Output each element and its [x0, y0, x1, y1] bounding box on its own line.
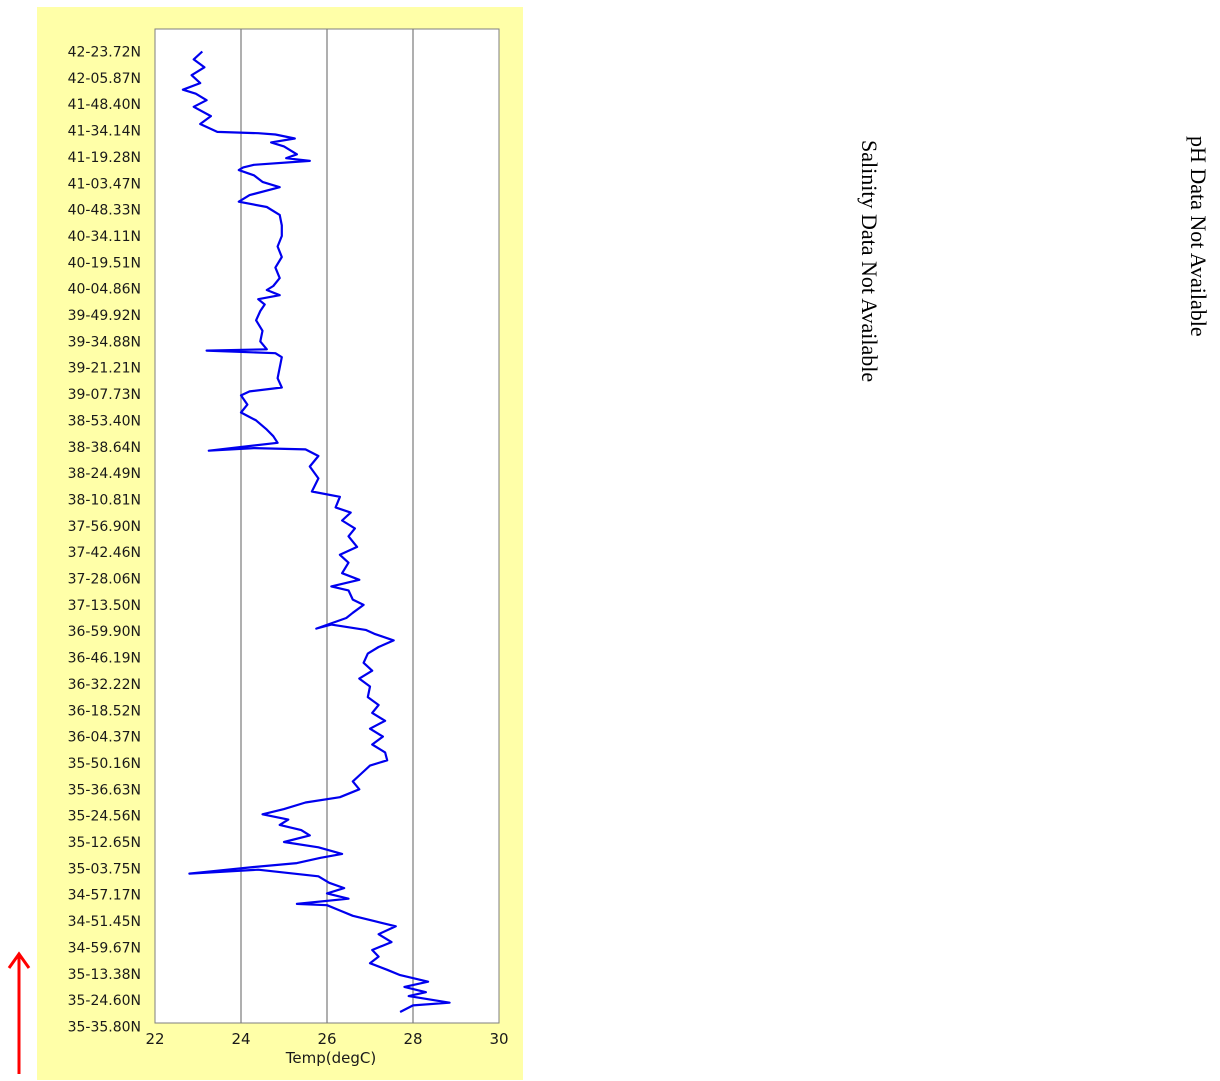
- y-tick-label: 35-36.63N: [68, 782, 141, 798]
- y-tick-label: 35-35.80N: [68, 1019, 141, 1035]
- y-tick-label: 42-23.72N: [68, 45, 141, 61]
- salinity-unavailable-note: Salinity Data Not Available: [857, 140, 882, 383]
- y-tick-label: 40-34.11N: [68, 229, 141, 245]
- y-tick-label: 37-28.06N: [68, 572, 141, 588]
- y-tick-label: 35-13.38N: [68, 967, 141, 983]
- y-tick-label: 37-13.50N: [68, 598, 141, 614]
- y-tick-label: 38-53.40N: [68, 413, 141, 429]
- x-tick-label: 26: [317, 1030, 336, 1048]
- up-arrow-icon: [7, 951, 31, 1074]
- temperature-chart-panel: 42-23.72N 42-05.87N 41-48.40N 41-34.14N 41-1…: [37, 7, 523, 1080]
- y-tick-label: 41-03.47N: [68, 176, 141, 192]
- y-tick-label: 36-59.90N: [68, 624, 141, 640]
- x-tick-label: 30: [489, 1030, 508, 1048]
- y-tick-label: 35-12.65N: [68, 835, 141, 851]
- y-tick-label: 35-03.75N: [68, 861, 141, 877]
- y-tick-label: 34-57.17N: [68, 888, 141, 904]
- x-tick-label: 22: [145, 1030, 164, 1048]
- ph-unavailable-note: pH Data Not Available: [1186, 136, 1211, 337]
- x-tick-label: 28: [403, 1030, 422, 1048]
- y-tick-label: 38-38.64N: [68, 440, 141, 456]
- y-tick-label: 34-51.45N: [68, 914, 141, 930]
- temperature-chart: 42-23.72N 42-05.87N 41-48.40N 41-34.14N 41-1…: [68, 28, 509, 1067]
- y-tick-label: 36-32.22N: [68, 677, 141, 693]
- y-tick-label: 39-21.21N: [68, 361, 141, 377]
- x-tick-label: 24: [231, 1030, 250, 1048]
- y-tick-label: 35-24.56N: [68, 809, 141, 825]
- y-tick-label: 38-24.49N: [68, 466, 141, 482]
- y-tick-label: 37-42.46N: [68, 545, 141, 561]
- y-tick-label: 42-05.87N: [68, 71, 141, 87]
- y-tick-label: 39-07.73N: [68, 387, 141, 403]
- y-tick-label: 34-59.67N: [68, 940, 141, 956]
- latitude-tick-labels: 42-23.72N 42-05.87N 41-48.40N 41-34.14N 41-1…: [68, 45, 141, 1036]
- y-tick-label: 36-46.19N: [68, 651, 141, 667]
- temperature-tick-labels: 22 24 26 28 30: [145, 1030, 508, 1048]
- y-tick-label: 40-04.86N: [68, 282, 141, 298]
- y-tick-label: 35-50.16N: [68, 756, 141, 772]
- y-tick-label: 39-34.88N: [68, 334, 141, 350]
- x-axis-title: Temp(degC): [285, 1049, 376, 1067]
- y-tick-label: 35-24.60N: [68, 993, 141, 1009]
- y-tick-label: 41-48.40N: [68, 97, 141, 113]
- y-tick-label: 41-19.28N: [68, 150, 141, 166]
- y-tick-label: 40-19.51N: [68, 255, 141, 271]
- y-tick-label: 38-10.81N: [68, 492, 141, 508]
- y-tick-label: 36-18.52N: [68, 703, 141, 719]
- y-tick-label: 37-56.90N: [68, 519, 141, 535]
- y-tick-label: 39-49.92N: [68, 308, 141, 324]
- temperature-series-line: [181, 50, 451, 1013]
- y-tick-label: 41-34.14N: [68, 124, 141, 140]
- y-tick-label: 36-04.37N: [68, 730, 141, 746]
- y-tick-label: 40-48.33N: [68, 203, 141, 219]
